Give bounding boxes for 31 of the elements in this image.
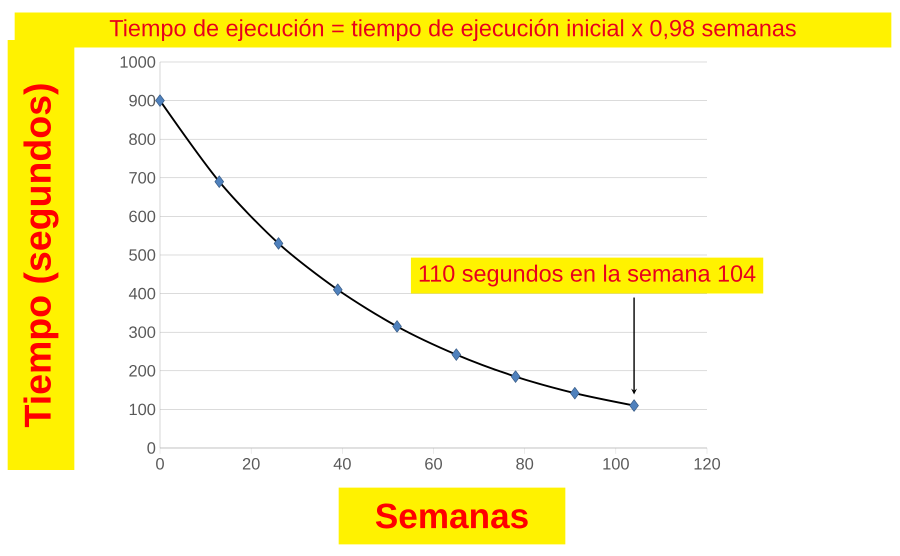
x-axis-title: Semanas: [376, 504, 528, 528]
point: [392, 320, 402, 333]
y-tick-label: 900: [129, 94, 156, 106]
x-tick-label: 0: [156, 458, 164, 470]
point: [629, 399, 639, 412]
y-tick-label: 300: [129, 326, 156, 338]
x-tick-label: 100: [603, 458, 629, 470]
point: [274, 237, 284, 250]
x-tick-label: 80: [516, 458, 534, 470]
y-tick-label: 1000: [120, 56, 156, 68]
y-tick-label: 100: [130, 404, 156, 416]
x-tick-label: 20: [242, 458, 260, 470]
y-tick-label: 800: [129, 133, 156, 146]
x-tick-label: 40: [334, 458, 351, 470]
y-axis-title: Tiempo (segundos): [23, 84, 59, 428]
y-tick-label: 200: [129, 364, 156, 377]
y-tick-label: 600: [129, 210, 156, 222]
annotation: 110 segundos en la semana 104: [420, 264, 756, 286]
point: [155, 94, 165, 107]
y-tick-label: 500: [129, 249, 156, 261]
point: [570, 386, 580, 400]
chart-title: Tiempo de ejecución = tiempo de ejecución inicial x 0,98 semanas: [110, 18, 796, 42]
x-tick-label: 120: [694, 458, 720, 470]
point: [214, 175, 224, 188]
y-tick-label: 0: [147, 442, 156, 454]
y-tick-label: 700: [129, 172, 156, 184]
point: [452, 348, 462, 361]
x-tick-label: 60: [425, 458, 442, 470]
point: [333, 284, 343, 296]
point: [510, 370, 520, 383]
y-tick-label: 400: [128, 288, 156, 300]
